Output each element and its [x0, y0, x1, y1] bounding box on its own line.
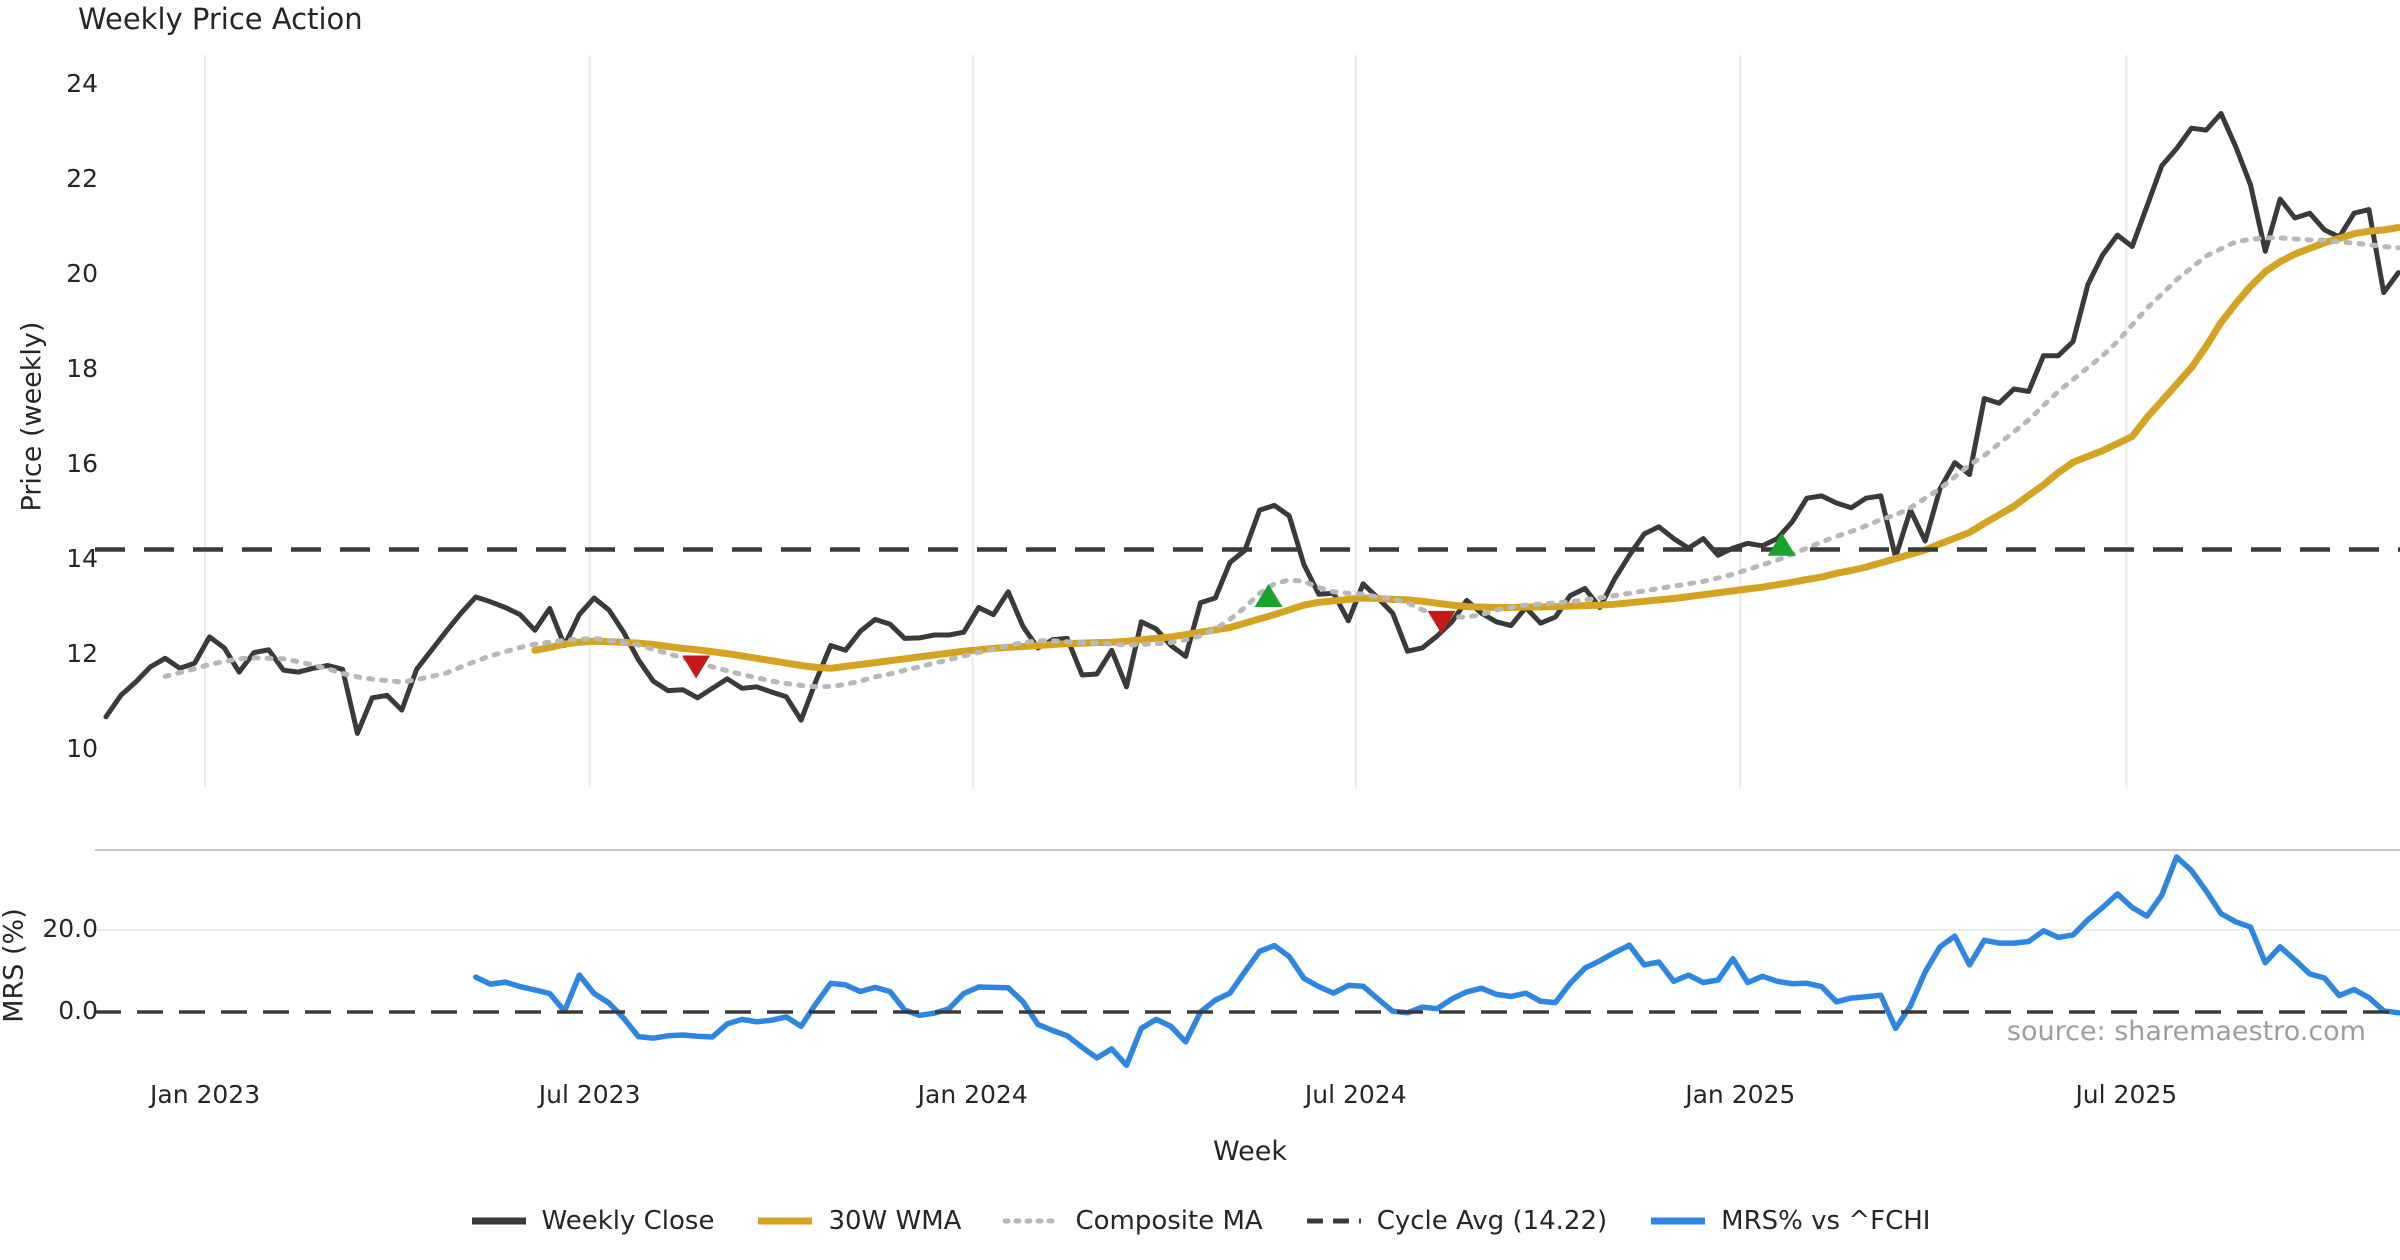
mrs-vs-fchi-line — [473, 854, 2400, 1069]
price-ytick-label: 24 — [66, 69, 98, 98]
chart-legend: Weekly Close 30W WMA Composite MA Cycle Avg… — [0, 1206, 2400, 1236]
chart-title: Weekly Price Action — [78, 2, 363, 36]
sell-signal-marker — [1427, 610, 1456, 634]
legend-item-composite-ma: Composite MA — [1003, 1206, 1263, 1236]
legend-label: MRS% vs ^FCHI — [1721, 1206, 1931, 1236]
price-ytick-label: 18 — [66, 354, 98, 383]
buy-signal-marker — [1254, 584, 1283, 607]
x-tick-label: Jul 2023 — [538, 1080, 641, 1109]
x-tick-label: Jan 2025 — [1685, 1080, 1796, 1109]
price-ytick-label: 12 — [66, 639, 98, 668]
weekly-close-line — [103, 111, 2400, 736]
legend-label: Weekly Close — [541, 1206, 715, 1236]
legend-swatch — [471, 1217, 526, 1225]
sell-signal-marker — [682, 655, 711, 679]
mrs-axis-title: MRS (%) — [0, 908, 30, 1023]
legend-swatch — [1003, 1218, 1062, 1224]
legend-label: 30W WMA — [828, 1206, 962, 1236]
mrs-ytick-label: 20.0 — [42, 914, 98, 943]
price-ytick-label: 22 — [66, 164, 98, 193]
price-ytick-label: 14 — [66, 544, 98, 573]
composite-ma-line — [162, 235, 2400, 690]
legend-label: Composite MA — [1075, 1206, 1263, 1236]
x-tick-label: Jul 2025 — [2075, 1080, 2178, 1109]
source-attribution: source: sharemaestro.com — [2006, 1016, 2366, 1047]
legend-label: Cycle Avg (14.22) — [1376, 1206, 1608, 1236]
legend-item-cycle-avg-14-22: Cycle Avg (14.22) — [1305, 1206, 1607, 1236]
legend-swatch — [1651, 1217, 1706, 1225]
legend-swatch — [758, 1217, 813, 1225]
legend-item-30w-wma: 30W WMA — [756, 1206, 961, 1236]
30w-wma-line — [531, 224, 2400, 672]
x-tick-label: Jan 2023 — [150, 1080, 261, 1109]
x-tick-label: Jan 2024 — [917, 1080, 1028, 1109]
x-axis-title: Week — [1213, 1136, 1287, 1167]
legend-item-mrs-vs-fchi: MRS% vs ^FCHI — [1649, 1206, 1930, 1236]
buy-signal-marker — [1767, 532, 1796, 556]
legend-item-weekly-close: Weekly Close — [470, 1206, 715, 1236]
price-ytick-label: 10 — [66, 734, 98, 763]
x-tick-label: Jul 2024 — [1304, 1080, 1407, 1109]
legend-swatch — [1306, 1218, 1361, 1224]
price-ytick-label: 16 — [66, 449, 98, 478]
price-ytick-label: 20 — [66, 259, 98, 288]
mrs-ytick-label: 0.0 — [58, 996, 98, 1025]
